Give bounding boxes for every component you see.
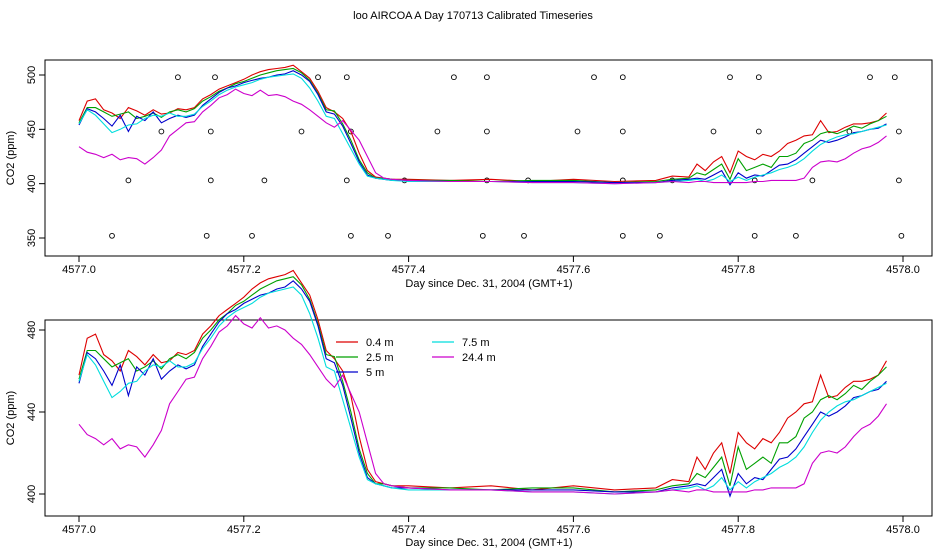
chart-title: loo AIRCOA A Day 170713 Calibrated Times… (353, 10, 593, 22)
bottom-x-axis-label: Day since Dec. 31, 2004 (GMT+1) (405, 537, 572, 549)
calibration-point (619, 74, 626, 81)
bottom-x-tick-label: 4577.0 (62, 524, 96, 536)
calibration-point (896, 177, 902, 184)
top-x-tick-label: 4577.6 (557, 264, 591, 276)
calibration-point (619, 128, 626, 135)
bottom-x-tick-label: 4577.6 (557, 524, 591, 536)
top-calibration-layer (109, 74, 905, 239)
calibration-point (451, 74, 457, 81)
legend-label: 24.4 m (462, 352, 496, 364)
bottom-series-line-0-4-m (78, 269, 887, 491)
calibration-point (710, 128, 717, 135)
legend-label: 0.4 m (366, 337, 394, 349)
calibration-point (751, 232, 758, 239)
bottom-y-tick-label: 480 (26, 321, 38, 339)
top-y-tick-label: 500 (26, 66, 38, 84)
bottom-y-tick-label: 400 (26, 485, 38, 503)
calibration-point (484, 177, 490, 184)
calibration-point (315, 74, 321, 81)
calibration-point (175, 74, 181, 81)
top-x-axis: 4577.0 4577.2 4577.4 4577.6 4577.8 4578.0 (62, 256, 920, 276)
bottom-series-line-24-4-m (78, 314, 887, 495)
top-x-axis-label: Day since Dec. 31, 2004 (GMT+1) (405, 278, 572, 290)
bottom-panel: 4577.0 4577.2 4577.4 4577.6 4577.8 4578.0 400… (5, 269, 933, 549)
legend-label: 5 m (366, 367, 384, 379)
calibration-point (343, 74, 350, 81)
legend-label: 2.5 m (366, 352, 394, 364)
top-series-line-2-5-m (78, 67, 887, 184)
top-y-tick-label: 400 (26, 174, 38, 192)
calibration-point (158, 128, 165, 135)
calibration-point (898, 232, 905, 239)
calibration-point (125, 177, 132, 184)
calibration-point (867, 74, 873, 81)
calibration-point (809, 177, 816, 184)
calibration-point (343, 177, 350, 184)
bottom-series-line-5-m (78, 280, 887, 498)
top-x-tick-label: 4577.4 (392, 264, 426, 276)
calibration-point (434, 128, 441, 135)
calibration-point (521, 232, 527, 239)
calibration-point (896, 128, 902, 135)
calibration-point (755, 74, 762, 81)
calibration-point (203, 232, 210, 239)
top-series-line-24-4-m (78, 88, 887, 185)
legend-label: 7.5 m (462, 337, 490, 349)
calibration-point (574, 128, 581, 135)
bottom-y-axis: 400 440 480 (26, 321, 45, 503)
top-x-tick-label: 4577.0 (62, 264, 96, 276)
bottom-x-tick-label: 4578.0 (886, 524, 920, 536)
calibration-point (385, 232, 391, 239)
calibration-point (484, 74, 490, 81)
calibration-point (348, 128, 354, 135)
calibration-point (212, 74, 218, 81)
top-panel: 4577.0 4577.2 4577.4 4577.6 4577.8 4578.0 350… (5, 59, 933, 290)
bottom-x-tick-label: 4577.2 (227, 524, 261, 536)
top-plot-frame (44, 59, 933, 257)
top-y-axis-label: CO2 (ppm) (5, 131, 17, 185)
bottom-series-line-2-5-m (78, 276, 887, 493)
calibration-point (261, 177, 268, 184)
top-series-line-7-5-m (78, 73, 887, 185)
bottom-series-line-7-5-m (78, 286, 887, 495)
calibration-point (751, 177, 758, 184)
calibration-point (727, 74, 733, 81)
top-series-line-0-4-m (78, 64, 887, 183)
top-x-tick-label: 4578.0 (886, 264, 920, 276)
bottom-y-tick-label: 440 (26, 403, 38, 421)
top-y-tick-label: 350 (26, 229, 38, 247)
calibration-point (109, 232, 115, 239)
calibration-point (479, 232, 486, 239)
bottom-x-tick-label: 4577.8 (721, 524, 755, 536)
calibration-point (657, 232, 663, 239)
calibration-point (207, 128, 214, 135)
top-y-tick-label: 450 (26, 120, 38, 138)
calibration-point (249, 232, 255, 239)
top-series-line-5-m (78, 70, 887, 186)
bottom-x-tick-label: 4577.4 (392, 524, 426, 536)
bottom-x-axis: 4577.0 4577.2 4577.4 4577.6 4577.8 4578.0 (62, 516, 920, 536)
calibration-point (298, 128, 305, 135)
top-series-layer (78, 64, 887, 186)
legend: 0.4 m 2.5 m 5 m 7.5 m 24.4 m (336, 337, 496, 379)
calibration-point (793, 232, 799, 239)
bottom-series-layer (78, 269, 887, 498)
calibration-point (846, 128, 853, 135)
calibration-point (348, 232, 354, 239)
calibration-point (891, 74, 898, 81)
calibration-point (591, 74, 597, 81)
calibration-point (484, 128, 490, 135)
bottom-y-axis-label: CO2 (ppm) (5, 391, 17, 445)
top-x-tick-label: 4577.2 (227, 264, 261, 276)
calibration-point (619, 232, 626, 239)
calibration-point (755, 128, 762, 135)
calibration-point (207, 177, 214, 184)
top-y-axis: 350 400 450 500 (26, 66, 45, 247)
top-x-tick-label: 4577.8 (721, 264, 755, 276)
bottom-plot-frame (44, 319, 933, 517)
